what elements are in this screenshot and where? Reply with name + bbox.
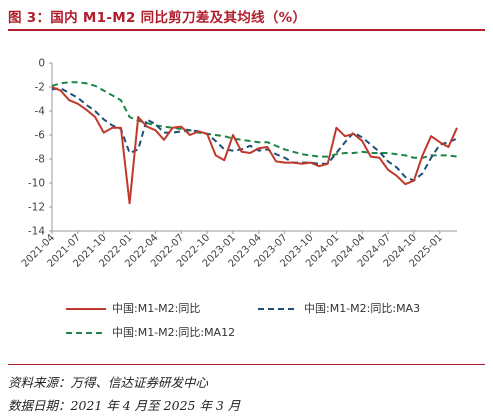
legend-label: 中国:M1-M2:同比:MA12 <box>112 326 236 339</box>
series-line-m1m2 <box>51 86 458 205</box>
footer-divider <box>8 364 485 365</box>
series-line-ma3 <box>51 87 458 182</box>
date-range-note: 数据日期：2021 年 4 月至 2025 年 3 月 <box>8 398 241 413</box>
legend-label: 中国:M1-M2:同比 <box>112 302 201 315</box>
y-tick-label: 0 <box>38 58 45 70</box>
legend-label: 中国:M1-M2:同比:MA3 <box>304 302 421 315</box>
y-tick-label: -2 <box>35 82 45 94</box>
y-tick-label: -12 <box>28 202 45 214</box>
y-tick-label: -14 <box>28 226 45 238</box>
legend-item-ma3: 中国:M1-M2:同比:MA3 <box>258 300 420 316</box>
y-tick-label: -8 <box>35 154 45 166</box>
chart-title: 图 3：国内 M1-M2 同比剪刀差及其均线（%） <box>8 10 307 26</box>
y-tick-label: -10 <box>28 178 45 190</box>
y-tick-label: -6 <box>35 130 46 142</box>
title-divider <box>8 29 485 31</box>
series-line-ma12 <box>51 81 458 159</box>
line-chart: 0-2-4-6-8-10-12-142021-042021-072021-102… <box>20 58 458 270</box>
legend-swatch-dash-blue <box>258 308 298 310</box>
legend-item-ma12: 中国:M1-M2:同比:MA12 <box>66 324 235 340</box>
legend-item-m1m2: 中国:M1-M2:同比 <box>66 300 200 316</box>
legend-swatch-dash-green <box>66 332 106 334</box>
legend-swatch-solid <box>66 308 106 310</box>
source-note: 资料来源：万得、信达证券研发中心 <box>8 375 209 390</box>
y-tick-label: -4 <box>35 106 46 118</box>
